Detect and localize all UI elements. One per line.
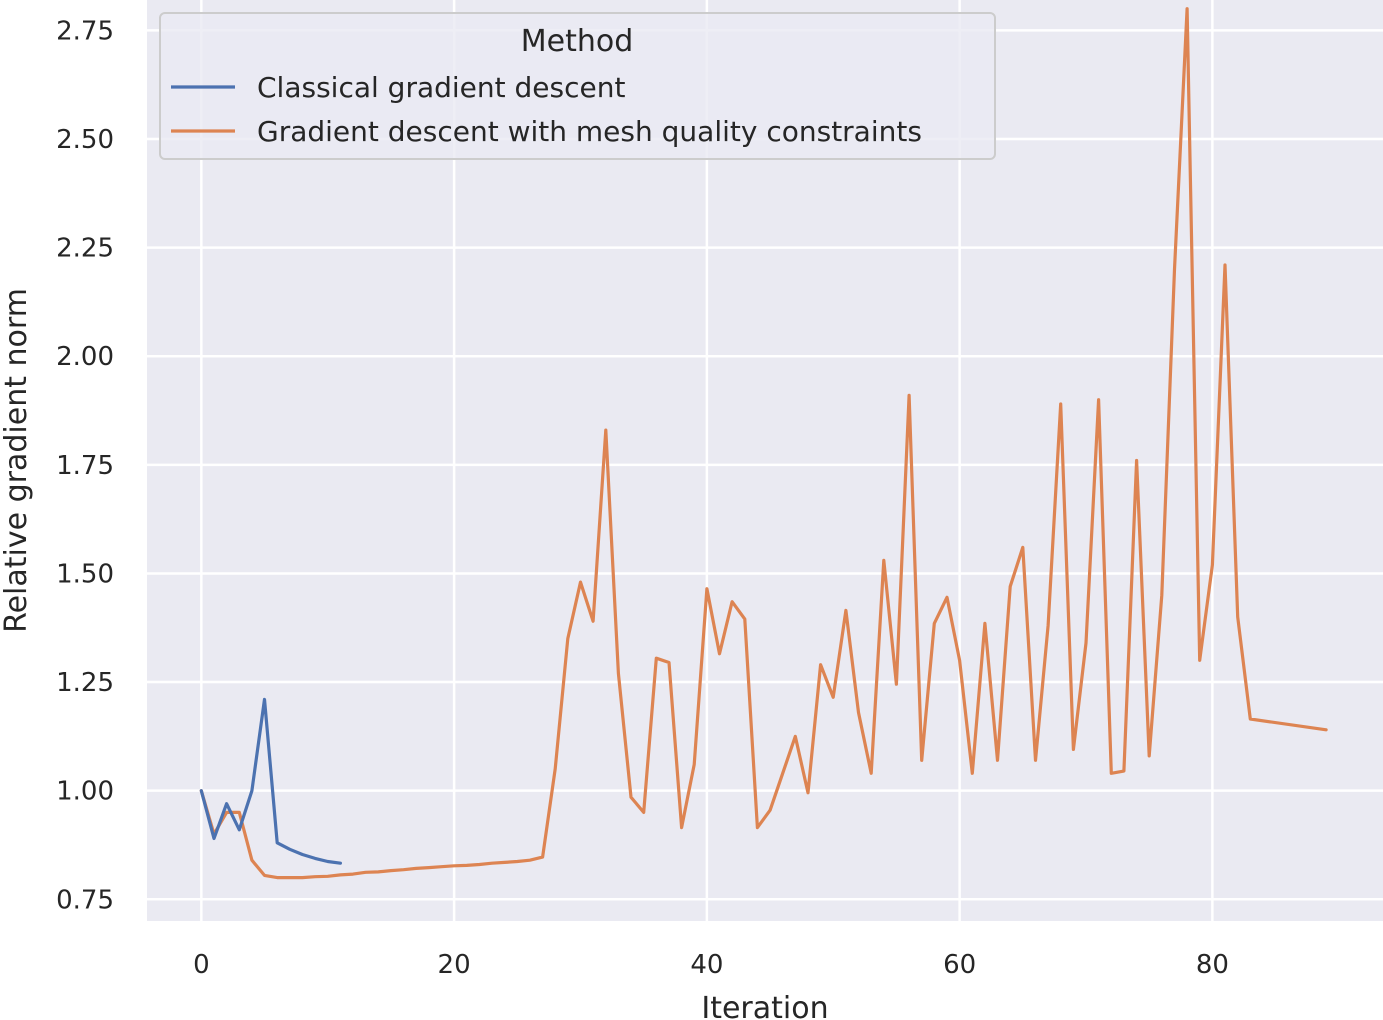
y-tick-label: 1.25 bbox=[56, 668, 114, 698]
y-tick-label: 1.00 bbox=[56, 777, 114, 807]
legend-entry-label: Classical gradient descent bbox=[257, 71, 625, 104]
legend-title: Method bbox=[521, 24, 634, 59]
x-tick-label: 80 bbox=[1196, 950, 1229, 980]
y-tick-label: 2.50 bbox=[56, 125, 114, 155]
series-layer bbox=[199, 7, 1328, 880]
y-tick-label: 2.75 bbox=[56, 16, 114, 46]
legend: Method Classical gradient descent Gradien… bbox=[159, 12, 996, 160]
y-tick-label: 2.25 bbox=[56, 234, 114, 264]
y-tick-label: 2.00 bbox=[56, 342, 114, 372]
series-line-2 bbox=[199, 7, 1328, 880]
x-tick-label: 40 bbox=[690, 950, 723, 980]
x-tick-label: 0 bbox=[193, 950, 210, 980]
x-axis-label: Iteration bbox=[701, 991, 828, 1020]
tick-labels: 0 20 40 60 80 0.75 1.00 1.25 1.50 1.75 2.00 2.25 2.5… bbox=[56, 16, 1229, 980]
legend-box bbox=[159, 12, 996, 160]
y-tick-label: 1.75 bbox=[56, 451, 114, 481]
series-line-1 bbox=[199, 697, 342, 865]
x-tick-label: 20 bbox=[438, 950, 471, 980]
x-tick-label: 60 bbox=[943, 950, 976, 980]
legend-entries: Classical gradient descent Gradient desce… bbox=[171, 71, 922, 148]
y-tick-label: 1.50 bbox=[56, 559, 114, 589]
legend-entry-label: Gradient descent with mesh quality const… bbox=[257, 115, 922, 148]
y-tick-label: 0.75 bbox=[56, 885, 114, 915]
y-axis-label: Relative gradient norm bbox=[0, 288, 34, 633]
